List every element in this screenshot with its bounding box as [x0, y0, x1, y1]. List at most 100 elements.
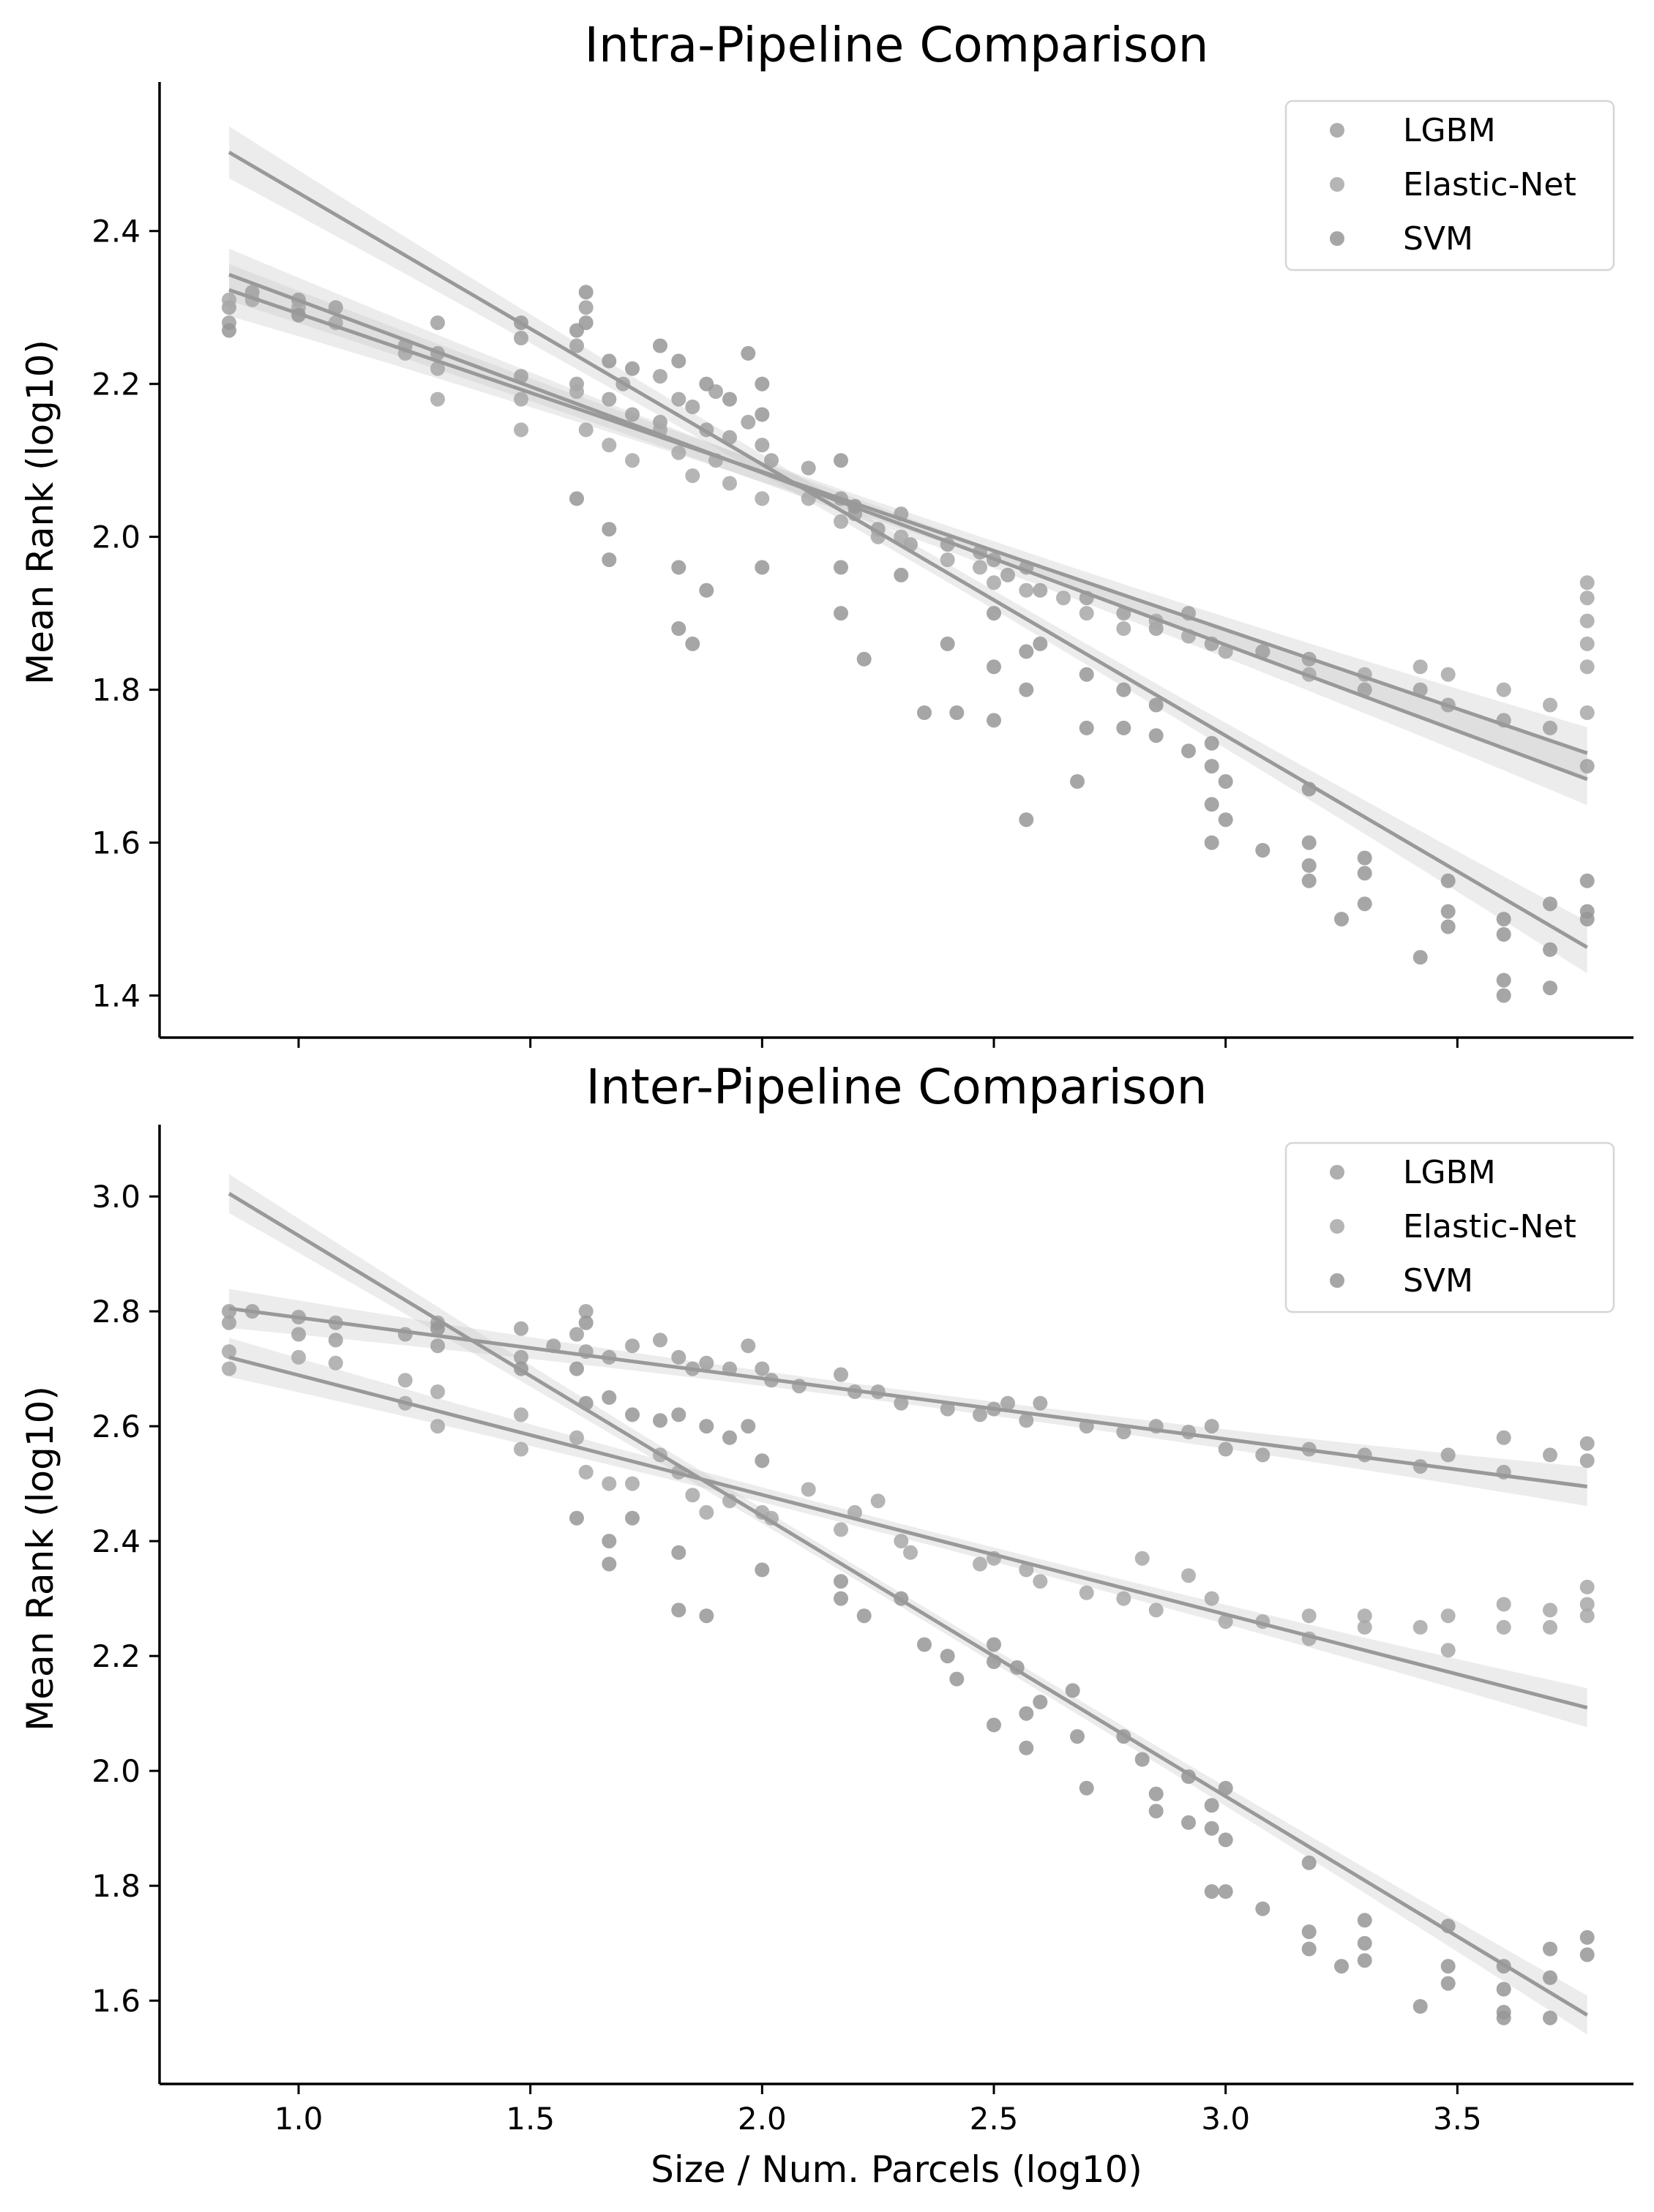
- data-point-elastic-net: [1033, 1574, 1048, 1589]
- data-point-svm: [1204, 759, 1219, 774]
- data-point-elastic-net: [1204, 1591, 1219, 1606]
- data-point-svm: [671, 1602, 686, 1618]
- data-point-lgbm: [671, 1349, 686, 1365]
- data-point-lgbm: [1000, 567, 1015, 582]
- data-point-elastic-net: [1079, 606, 1094, 621]
- data-point-elastic-net: [834, 514, 848, 529]
- data-point-svm: [671, 1407, 686, 1422]
- data-point-svm: [949, 705, 965, 720]
- y-tick-label: 1.8: [91, 672, 141, 708]
- data-point-lgbm: [653, 369, 667, 384]
- data-point-svm: [1070, 1729, 1085, 1744]
- data-point-svm: [1543, 896, 1557, 912]
- data-point-svm: [987, 713, 1001, 728]
- plot-area: [222, 126, 1595, 1003]
- data-point-elastic-net: [722, 476, 737, 491]
- data-point-elastic-net: [1218, 1614, 1233, 1630]
- data-point-lgbm: [1204, 1419, 1219, 1434]
- chart-panel-inter: Inter-Pipeline Comparison Mean Rank (log…: [19, 1059, 1634, 2191]
- data-point-svm: [987, 1637, 1001, 1652]
- data-point-elastic-net: [1543, 1619, 1557, 1635]
- data-point-svm: [1440, 904, 1456, 919]
- data-point-lgbm: [1496, 1430, 1511, 1445]
- data-point-elastic-net: [1579, 659, 1595, 675]
- data-point-svm: [722, 1430, 737, 1445]
- y-axis-label: Mean Rank (log10): [19, 340, 61, 685]
- data-point-elastic-net: [894, 1534, 909, 1549]
- y-tick-label: 3.0: [91, 1179, 141, 1215]
- legend-marker-elastic-net: [1330, 177, 1344, 192]
- data-point-svm: [1218, 774, 1233, 789]
- data-point-svm: [699, 1608, 714, 1624]
- data-point-lgbm: [653, 1332, 667, 1348]
- data-point-elastic-net: [1579, 591, 1595, 606]
- data-point-elastic-net: [222, 1361, 236, 1376]
- data-point-lgbm: [328, 1332, 343, 1348]
- data-point-svm: [569, 491, 584, 506]
- data-point-elastic-net: [685, 468, 700, 484]
- data-point-lgbm: [625, 1338, 640, 1354]
- x-axis-label: Size / Num. Parcels (log10): [651, 2148, 1142, 2191]
- axis-ticks: 1.6 1.8 2.0 2.2 2.4 2.6 2.8 3.0 1.0 1.5 2.0 2.5 3.0 3…: [91, 1125, 1634, 2137]
- chart-title: Intra-Pipeline Comparison: [584, 17, 1208, 73]
- data-point-elastic-net: [625, 453, 640, 468]
- data-point-svm: [1019, 812, 1034, 828]
- data-point-elastic-net: [1579, 636, 1595, 651]
- data-point-elastic-net: [1116, 621, 1131, 636]
- data-point-svm: [1116, 720, 1131, 735]
- x-tick-label: 1.5: [506, 2101, 555, 2137]
- data-point-svm: [1579, 1947, 1595, 1962]
- data-point-elastic-net: [940, 552, 955, 567]
- data-point-elastic-net: [1301, 1608, 1317, 1624]
- data-point-elastic-net: [973, 560, 987, 575]
- data-point-elastic-net: [870, 1493, 886, 1509]
- data-point-svm: [602, 1556, 617, 1572]
- data-point-elastic-net: [397, 1373, 413, 1388]
- data-point-svm: [1204, 797, 1219, 812]
- y-tick-label: 2.2: [91, 1638, 141, 1674]
- data-point-lgbm: [755, 1361, 770, 1376]
- data-point-elastic-net: [1079, 1585, 1094, 1600]
- data-point-elastic-net: [1579, 1608, 1595, 1624]
- data-point-svm: [1148, 1804, 1164, 1819]
- data-point-svm: [949, 1671, 965, 1687]
- data-point-lgbm: [1579, 759, 1595, 774]
- data-point-svm: [1204, 1798, 1219, 1813]
- data-point-svm: [602, 552, 617, 567]
- data-point-svm: [1543, 1970, 1557, 1985]
- regression-line-lgbm: [228, 272, 1588, 781]
- data-point-svm: [755, 1453, 770, 1469]
- data-point-svm: [1218, 1780, 1233, 1796]
- data-point-svm: [722, 391, 737, 407]
- data-point-lgbm: [1543, 720, 1557, 735]
- data-point-svm: [856, 651, 872, 667]
- y-tick-label: 2.0: [91, 1753, 141, 1789]
- data-point-elastic-net: [987, 575, 1001, 591]
- data-point-svm: [1019, 644, 1034, 659]
- data-point-svm: [1357, 1953, 1372, 1968]
- data-point-svm: [602, 522, 617, 537]
- data-point-svm: [1301, 1924, 1317, 1939]
- data-point-svm: [1218, 1832, 1233, 1848]
- data-point-svm: [1357, 1935, 1372, 1951]
- data-point-svm: [625, 361, 640, 376]
- data-point-lgbm: [940, 1401, 955, 1417]
- data-point-svm: [1204, 835, 1219, 850]
- data-point-svm: [1255, 1901, 1271, 1916]
- y-tick-label: 1.8: [91, 1868, 141, 1904]
- data-point-lgbm: [569, 1327, 584, 1342]
- data-point-svm: [578, 315, 594, 331]
- data-point-elastic-net: [430, 1419, 445, 1434]
- legend-box: [1284, 100, 1615, 271]
- data-point-svm: [1357, 866, 1372, 881]
- data-point-svm: [1255, 843, 1271, 858]
- data-point-svm: [1148, 728, 1164, 743]
- data-point-svm: [755, 560, 770, 575]
- data-point-lgbm: [569, 338, 584, 353]
- data-point-lgbm: [741, 1338, 756, 1354]
- data-point-svm: [653, 338, 667, 353]
- data-point-lgbm: [514, 331, 528, 345]
- data-point-svm: [671, 353, 686, 369]
- data-point-svm: [1301, 1941, 1317, 1957]
- data-point-elastic-net: [801, 1482, 816, 1497]
